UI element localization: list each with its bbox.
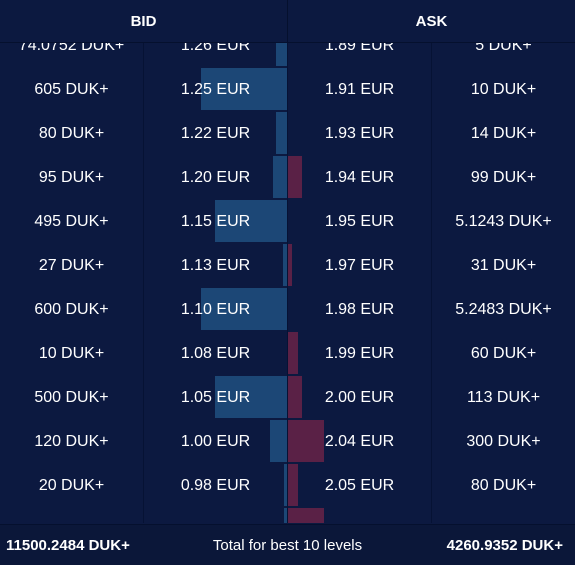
ask-quantity: 300 DUK+ <box>432 508 575 523</box>
bid-depth-bar <box>215 376 287 418</box>
column-divider <box>143 43 144 523</box>
center-divider <box>287 43 288 523</box>
bid-quantity: 600 DUK+ <box>34 301 109 318</box>
bid-depth-bar <box>283 244 287 286</box>
bid-quantity: 95 DUK+ <box>38 169 105 186</box>
order-book-row[interactable]: 605 DUK+ 1.25 EUR 1.91 EUR 10 DUK+ <box>0 68 575 112</box>
bid-quantity: 120 DUK+ <box>34 433 109 450</box>
ask-price: 1.89 EUR <box>324 43 395 54</box>
order-book-row[interactable]: 74.0752 DUK+ 1.26 EUR 1.89 EUR 5 DUK+ <box>0 43 575 68</box>
order-book-rows: 74.0752 DUK+ 1.26 EUR 1.89 EUR 5 DUK+ 605 DU… <box>0 43 575 523</box>
bid-quantity: 495 DUK+ <box>34 213 109 230</box>
bid-depth-bar <box>284 508 287 523</box>
ask-price: 1.91 EUR <box>324 81 395 98</box>
bid-quantity: 80 DUK+ <box>38 125 105 142</box>
order-book-row[interactable]: 27 DUK+ 1.13 EUR 1.97 EUR 31 DUK+ <box>0 244 575 288</box>
bid-quantity: 20 DUK+ <box>0 508 143 523</box>
column-divider <box>431 43 432 523</box>
ask-quantity: 113 DUK+ <box>466 389 541 406</box>
order-book-row[interactable]: 95 DUK+ 1.20 EUR 1.94 EUR 99 DUK+ <box>0 156 575 200</box>
bid-price: 1.05 EUR <box>180 389 251 406</box>
ask-price: 2.06 EUR <box>288 508 431 523</box>
bid-depth-bar <box>276 43 287 66</box>
ask-quantity: 14 DUK+ <box>470 125 537 142</box>
ask-quantity: 300 DUK+ <box>466 433 541 450</box>
order-book-row[interactable]: 600 DUK+ 1.10 EUR 1.98 EUR 5.2483 DUK+ <box>0 288 575 332</box>
ask-depth-bar <box>288 376 302 418</box>
bid-quantity: 500 DUK+ <box>34 389 109 406</box>
bid-header: BID <box>0 0 288 42</box>
bid-depth-bar <box>270 420 287 462</box>
ask-quantity: 5 DUK+ <box>475 43 532 54</box>
order-book-row[interactable]: 20 DUK+ 0.98 EUR 2.05 EUR 80 DUK+ <box>0 464 575 508</box>
ask-quantity: 80 DUK+ <box>470 477 537 494</box>
order-book-row[interactable]: 10 DUK+ 1.08 EUR 1.99 EUR 60 DUK+ <box>0 332 575 376</box>
bid-price: 0.97 EUR <box>144 508 287 523</box>
ask-total: 4260.9352 DUK+ <box>446 536 563 554</box>
bid-depth-bar <box>201 68 287 110</box>
ask-depth-bar <box>288 464 298 506</box>
ask-depth-bar <box>288 244 292 286</box>
ask-quantity: 5.2483 DUK+ <box>455 301 552 318</box>
bid-quantity: 10 DUK+ <box>38 345 105 362</box>
ask-price: 1.99 EUR <box>324 345 395 362</box>
bid-price: 1.26 EUR <box>180 43 251 54</box>
bid-depth-bar <box>273 156 287 198</box>
ask-depth-bar <box>288 508 324 523</box>
bid-price: 1.00 EUR <box>180 433 251 450</box>
bid-price: 1.08 EUR <box>180 345 251 362</box>
ask-quantity: 31 DUK+ <box>470 257 537 274</box>
ask-price: 1.93 EUR <box>324 125 395 142</box>
ask-quantity: 10 DUK+ <box>470 81 537 98</box>
ask-quantity: 60 DUK+ <box>470 345 537 362</box>
ask-price: 1.97 EUR <box>324 257 395 274</box>
order-book-header: BID ASK <box>0 0 575 43</box>
order-book-row[interactable]: 120 DUK+ 1.00 EUR 2.04 EUR 300 DUK+ <box>0 420 575 464</box>
bid-quantity: 20 DUK+ <box>38 477 105 494</box>
bid-quantity: 27 DUK+ <box>38 257 105 274</box>
order-book-row[interactable]: 495 DUK+ 1.15 EUR 1.95 EUR 5.1243 DUK+ <box>0 200 575 244</box>
bid-quantity: 74.0752 DUK+ <box>18 43 125 54</box>
bid-price: 1.20 EUR <box>180 169 251 186</box>
ask-depth-bar <box>288 420 324 462</box>
bid-price: 0.98 EUR <box>180 477 251 494</box>
order-book[interactable]: 74.0752 DUK+ 1.26 EUR 1.89 EUR 5 DUK+ 605 DU… <box>0 43 575 523</box>
totals-label: Total for best 10 levels <box>212 536 363 554</box>
bid-price: 1.22 EUR <box>180 125 251 142</box>
bid-price: 1.25 EUR <box>180 81 251 98</box>
ask-price: 1.98 EUR <box>324 301 395 318</box>
ask-price: 2.04 EUR <box>324 433 395 450</box>
ask-price: 1.95 EUR <box>324 213 395 230</box>
ask-price: 2.05 EUR <box>324 477 395 494</box>
ask-header: ASK <box>415 12 448 30</box>
order-book-row[interactable]: 80 DUK+ 1.22 EUR 1.93 EUR 14 DUK+ <box>0 112 575 156</box>
bid-depth-bar <box>201 288 287 330</box>
ask-quantity: 5.1243 DUK+ <box>455 213 552 230</box>
bid-total: 11500.2484 DUK+ <box>6 536 130 554</box>
bid-price: 1.15 EUR <box>180 213 251 230</box>
order-book-row[interactable]: 500 DUK+ 1.05 EUR 2.00 EUR 113 DUK+ <box>0 376 575 420</box>
bid-depth-bar <box>284 464 287 506</box>
bid-price: 1.10 EUR <box>180 301 251 318</box>
bid-depth-bar <box>276 112 287 154</box>
ask-price: 1.94 EUR <box>324 169 395 186</box>
ask-depth-bar <box>288 332 298 374</box>
ask-depth-bar <box>288 156 302 198</box>
bid-depth-bar <box>215 200 287 242</box>
ask-quantity: 99 DUK+ <box>470 169 537 186</box>
ask-price: 2.00 EUR <box>324 389 395 406</box>
bid-quantity: 605 DUK+ <box>34 81 109 98</box>
order-book-footer: Total for best 10 levels 11500.2484 DUK+… <box>0 524 575 565</box>
bid-price: 1.13 EUR <box>180 257 251 274</box>
